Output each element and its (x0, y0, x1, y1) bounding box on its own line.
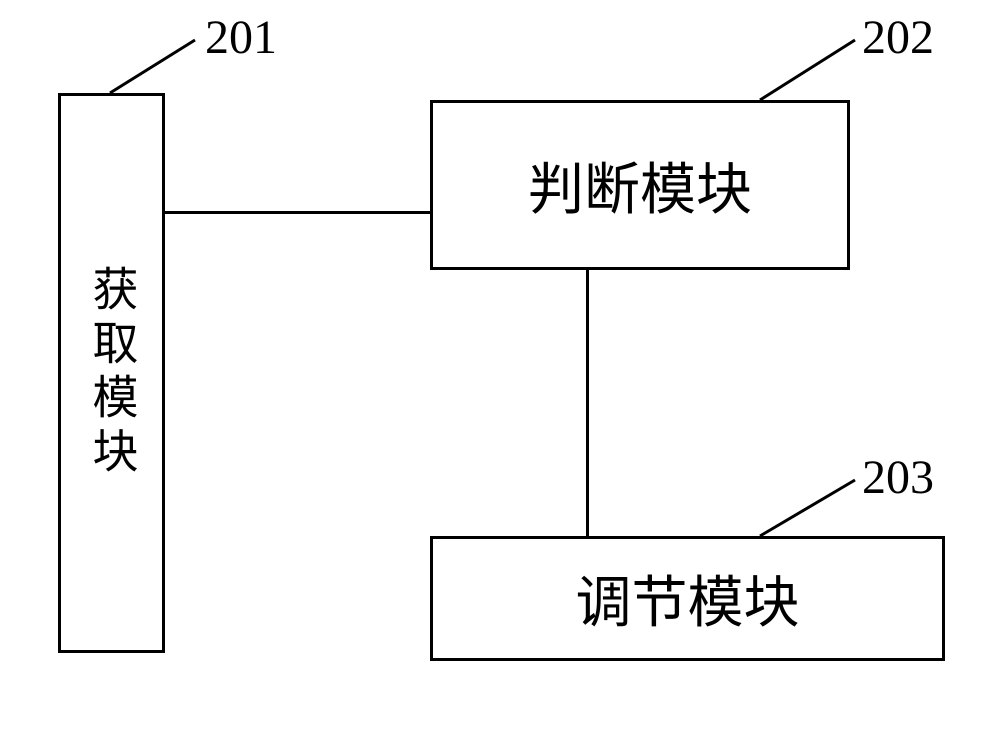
node-acquire-label: 获取模块 (79, 265, 145, 481)
node-judge-label: 判断模块 (528, 145, 752, 226)
node-adjust-label: 调节模块 (576, 558, 800, 639)
node-judge: 判断模块 (430, 100, 850, 270)
label-202: 202 (862, 10, 934, 65)
edge-acquire-judge (165, 211, 430, 214)
label-203: 203 (862, 450, 934, 505)
node-acquire: 获取模块 (58, 93, 165, 653)
leader-202 (760, 40, 870, 110)
leader-201 (110, 40, 210, 105)
edge-judge-adjust (586, 270, 589, 536)
node-adjust: 调节模块 (430, 536, 945, 661)
label-201: 201 (205, 10, 277, 65)
leader-203 (760, 480, 870, 545)
